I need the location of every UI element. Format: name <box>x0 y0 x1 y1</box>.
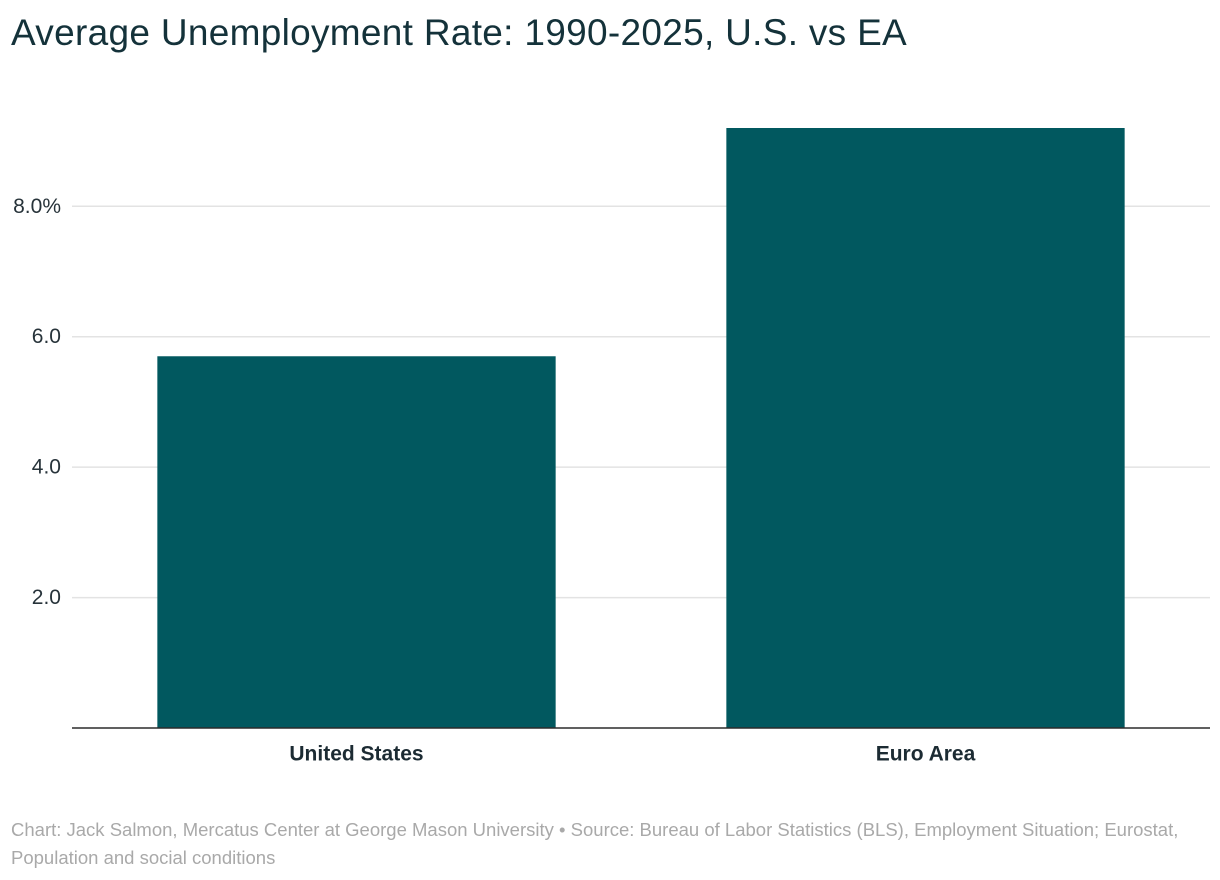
bar-chart: 2.0 4.0 6.0 8.0% United States Euro Area <box>13 128 1210 766</box>
bar-euro-area <box>726 128 1125 728</box>
credit-text: Chart: Jack Salmon, Mercatus Center at G… <box>11 819 554 840</box>
y-tick-label: 2.0 <box>32 586 61 609</box>
separator-dot: • <box>559 819 566 840</box>
x-category-label: Euro Area <box>876 743 976 766</box>
x-axis-labels: United States Euro Area <box>289 743 975 766</box>
chart-title: Average Unemployment Rate: 1990-2025, U.… <box>11 12 908 53</box>
y-tick-label: 6.0 <box>32 325 61 348</box>
y-tick-label: 4.0 <box>32 456 61 479</box>
bars <box>157 128 1125 728</box>
chart-footer: Chart: Jack Salmon, Mercatus Center at G… <box>11 816 1191 872</box>
source-text: Source: Bureau of Labor Statistics (BLS)… <box>11 819 1179 868</box>
bar-united-states <box>157 356 556 728</box>
y-tick-label: 8.0% <box>13 195 61 218</box>
x-category-label: United States <box>289 743 423 766</box>
y-axis-ticks: 2.0 4.0 6.0 8.0% <box>13 195 61 609</box>
